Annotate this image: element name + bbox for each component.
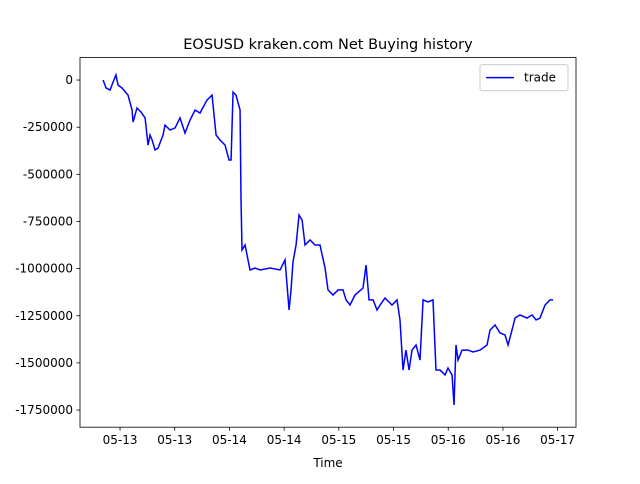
y-tick-label: -250000 <box>23 120 73 134</box>
x-tick-label: 05-13 <box>103 433 138 447</box>
y-tick-label: 0 <box>65 73 73 87</box>
y-tick-label: -1250000 <box>15 309 73 323</box>
x-tick-label: 05-16 <box>485 433 520 447</box>
x-tick-label: 05-14 <box>267 433 302 447</box>
x-tick-label: 05-15 <box>321 433 356 447</box>
y-tick-label: -1500000 <box>15 356 73 370</box>
x-tick-label: 05-16 <box>431 433 466 447</box>
legend-label: trade <box>524 71 556 85</box>
x-tick-label: 05-17 <box>540 433 575 447</box>
x-tick-label: 05-13 <box>157 433 192 447</box>
x-axis-label: Time <box>312 456 342 470</box>
y-tick-label: -1750000 <box>15 403 73 417</box>
plot-frame <box>79 57 577 428</box>
x-tick-label: 05-15 <box>376 433 411 447</box>
y-tick-label: -500000 <box>23 167 73 181</box>
legend-box <box>479 64 569 92</box>
y-tick-label: -750000 <box>23 214 73 228</box>
y-tick-label: -1000000 <box>15 262 73 276</box>
data-line <box>102 72 554 405</box>
x-tick-label: 05-14 <box>212 433 247 447</box>
chart-title: EOSUSD kraken.com Net Buying history <box>183 37 473 53</box>
